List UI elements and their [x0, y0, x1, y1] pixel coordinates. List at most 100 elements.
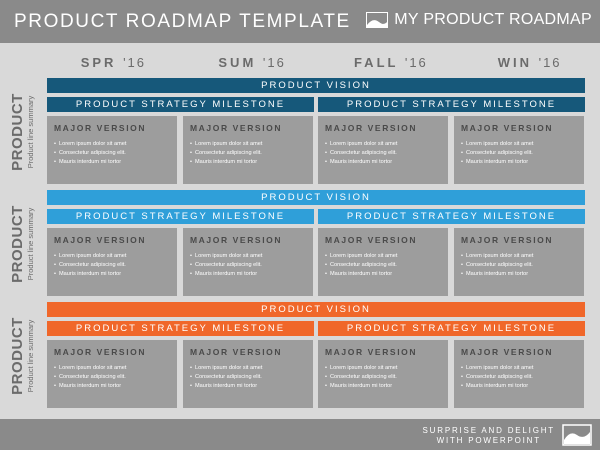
bullet-item: Consectetur adipiscing elit.: [190, 261, 313, 270]
card-bullets: Lorem ipsum dolor sit amet Consectetur a…: [461, 364, 584, 391]
bullet-item: Mauris interdum mi tortor: [190, 158, 313, 167]
bullet-item: Mauris interdum mi tortor: [190, 270, 313, 279]
strategy-milestone-bar[interactable]: PRODUCT STRATEGY MILESTONE: [47, 321, 314, 336]
product-side-label: PRODUCT Product line summary: [2, 190, 44, 297]
product-side-label: PRODUCT Product line summary: [2, 78, 44, 185]
page-title: PRODUCT ROADMAP TEMPLATE: [14, 11, 351, 32]
bullet-item: Mauris interdum mi tortor: [54, 382, 177, 391]
bullet-item: Consectetur adipiscing elit.: [54, 149, 177, 158]
bullet-item: Mauris interdum mi tortor: [54, 270, 177, 279]
season-year: '16: [123, 55, 147, 70]
bullet-item: Consectetur adipiscing elit.: [461, 261, 584, 270]
bullet-item: Lorem ipsum dolor sit amet: [54, 252, 177, 261]
header-brand: MY PRODUCT ROADMAP: [366, 11, 592, 29]
major-version-card[interactable]: MAJOR VERSION Lorem ipsum dolor sit amet…: [47, 340, 177, 408]
season-year: '16: [538, 55, 562, 70]
major-version-card[interactable]: MAJOR VERSION Lorem ipsum dolor sit amet…: [318, 116, 448, 184]
bullet-item: Mauris interdum mi tortor: [325, 270, 448, 279]
product-side-label: PRODUCT Product line summary: [2, 302, 44, 409]
product-label: PRODUCT: [9, 204, 26, 283]
card-title: MAJOR VERSION: [54, 235, 147, 245]
bullet-item: Lorem ipsum dolor sit amet: [461, 140, 584, 149]
season-header: SUM '16: [183, 55, 322, 70]
card-bullets: Lorem ipsum dolor sit amet Consectetur a…: [54, 364, 177, 391]
product-group-2: PRODUCT Product line summary PRODUCT VIS…: [0, 190, 600, 297]
major-version-card[interactable]: MAJOR VERSION Lorem ipsum dolor sit amet…: [318, 340, 448, 408]
bullet-item: Lorem ipsum dolor sit amet: [325, 140, 448, 149]
strategy-milestone-bar[interactable]: PRODUCT STRATEGY MILESTONE: [318, 321, 585, 336]
footer-tagline: SURPRISE AND DELIGHT WITH POWERPOINT: [423, 426, 555, 446]
strategy-milestone-bar[interactable]: PRODUCT STRATEGY MILESTONE: [318, 97, 585, 112]
bullet-item: Consectetur adipiscing elit.: [325, 261, 448, 270]
bullet-item: Mauris interdum mi tortor: [54, 158, 177, 167]
card-title: MAJOR VERSION: [54, 347, 147, 357]
bullet-item: Lorem ipsum dolor sit amet: [190, 252, 313, 261]
card-title: MAJOR VERSION: [190, 347, 283, 357]
season-header: FALL '16: [322, 55, 461, 70]
major-version-card[interactable]: MAJOR VERSION Lorem ipsum dolor sit amet…: [47, 228, 177, 296]
major-version-card[interactable]: MAJOR VERSION Lorem ipsum dolor sit amet…: [183, 228, 313, 296]
bullet-item: Lorem ipsum dolor sit amet: [325, 252, 448, 261]
product-group-1: PRODUCT Product line summary PRODUCT VIS…: [0, 78, 600, 185]
card-bullets: Lorem ipsum dolor sit amet Consectetur a…: [325, 252, 448, 279]
bullet-item: Lorem ipsum dolor sit amet: [461, 252, 584, 261]
bullet-item: Consectetur adipiscing elit.: [190, 373, 313, 382]
product-label: PRODUCT: [9, 316, 26, 395]
season-year: '16: [262, 55, 286, 70]
major-version-card[interactable]: MAJOR VERSION Lorem ipsum dolor sit amet…: [454, 340, 584, 408]
season-name: SUM: [218, 55, 257, 70]
major-version-card[interactable]: MAJOR VERSION Lorem ipsum dolor sit amet…: [454, 116, 584, 184]
bullet-item: Consectetur adipiscing elit.: [190, 149, 313, 158]
bullet-item: Lorem ipsum dolor sit amet: [325, 364, 448, 373]
footer-bar: SURPRISE AND DELIGHT WITH POWERPOINT: [0, 419, 600, 450]
card-title: MAJOR VERSION: [325, 123, 418, 133]
major-version-card[interactable]: MAJOR VERSION Lorem ipsum dolor sit amet…: [183, 116, 313, 184]
major-version-card[interactable]: MAJOR VERSION Lorem ipsum dolor sit amet…: [318, 228, 448, 296]
major-version-card[interactable]: MAJOR VERSION Lorem ipsum dolor sit amet…: [454, 228, 584, 296]
bullet-item: Lorem ipsum dolor sit amet: [54, 140, 177, 149]
product-vision-bar[interactable]: PRODUCT VISION: [47, 190, 585, 205]
bullet-item: Lorem ipsum dolor sit amet: [54, 364, 177, 373]
card-bullets: Lorem ipsum dolor sit amet Consectetur a…: [54, 252, 177, 279]
product-vision-bar[interactable]: PRODUCT VISION: [47, 78, 585, 93]
card-title: MAJOR VERSION: [461, 123, 554, 133]
card-bullets: Lorem ipsum dolor sit amet Consectetur a…: [190, 140, 313, 167]
product-line-summary: Product line summary: [26, 207, 35, 280]
bullet-item: Consectetur adipiscing elit.: [325, 373, 448, 382]
major-version-card[interactable]: MAJOR VERSION Lorem ipsum dolor sit amet…: [47, 116, 177, 184]
season-year: '16: [404, 55, 428, 70]
card-title: MAJOR VERSION: [461, 347, 554, 357]
bullet-item: Mauris interdum mi tortor: [190, 382, 313, 391]
card-bullets: Lorem ipsum dolor sit amet Consectetur a…: [190, 252, 313, 279]
strategy-milestone-bar[interactable]: PRODUCT STRATEGY MILESTONE: [47, 209, 314, 224]
card-bullets: Lorem ipsum dolor sit amet Consectetur a…: [325, 140, 448, 167]
product-vision-bar[interactable]: PRODUCT VISION: [47, 302, 585, 317]
bullet-item: Mauris interdum mi tortor: [325, 382, 448, 391]
strategy-milestone-bar[interactable]: PRODUCT STRATEGY MILESTONE: [47, 97, 314, 112]
wave-logo-icon: [562, 424, 592, 446]
season-header: SPR '16: [44, 55, 183, 70]
product-line-summary: Product line summary: [26, 95, 35, 168]
card-bullets: Lorem ipsum dolor sit amet Consectetur a…: [461, 252, 584, 279]
product-line-summary: Product line summary: [26, 319, 35, 392]
product-label: PRODUCT: [9, 92, 26, 171]
bullet-item: Consectetur adipiscing elit.: [461, 149, 584, 158]
bullet-item: Consectetur adipiscing elit.: [54, 261, 177, 270]
header-bar: PRODUCT ROADMAP TEMPLATE MY PRODUCT ROAD…: [0, 0, 600, 43]
card-title: MAJOR VERSION: [325, 235, 418, 245]
bullet-item: Mauris interdum mi tortor: [325, 158, 448, 167]
footer-line-1: SURPRISE AND DELIGHT: [422, 426, 555, 435]
bullet-item: Lorem ipsum dolor sit amet: [461, 364, 584, 373]
strategy-milestone-bar[interactable]: PRODUCT STRATEGY MILESTONE: [318, 209, 585, 224]
card-title: MAJOR VERSION: [54, 123, 147, 133]
footer-line-2: WITH POWERPOINT: [436, 436, 541, 445]
bullet-item: Consectetur adipiscing elit.: [54, 373, 177, 382]
bullet-item: Consectetur adipiscing elit.: [461, 373, 584, 382]
product-group-3: PRODUCT Product line summary PRODUCT VIS…: [0, 302, 600, 409]
header-right-label: MY PRODUCT ROADMAP: [394, 11, 592, 28]
bullet-item: Lorem ipsum dolor sit amet: [190, 364, 313, 373]
card-title: MAJOR VERSION: [325, 347, 418, 357]
major-version-card[interactable]: MAJOR VERSION Lorem ipsum dolor sit amet…: [183, 340, 313, 408]
roadmap-logo-icon: [366, 12, 389, 28]
bullet-item: Consectetur adipiscing elit.: [325, 149, 448, 158]
